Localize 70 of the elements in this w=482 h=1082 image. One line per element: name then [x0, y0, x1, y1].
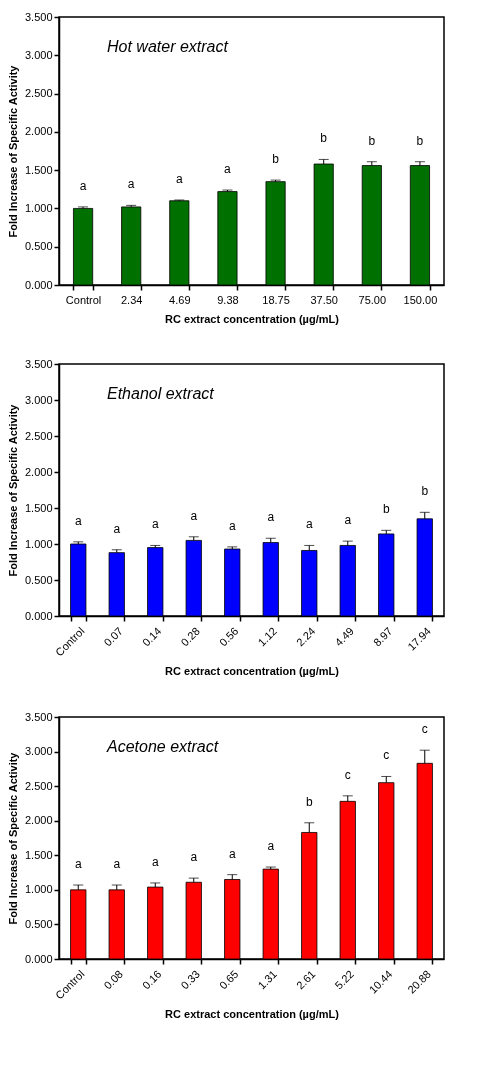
x-axis-title: RC extract concentration (µg/mL) — [165, 312, 340, 325]
data-label: b — [320, 131, 328, 146]
data-label: b — [305, 794, 313, 809]
data-label: b — [416, 133, 424, 148]
data-label: a — [267, 510, 275, 525]
data-label: a — [113, 521, 121, 536]
y-tick-label: 0.500 — [24, 240, 53, 253]
y-tick-label: 3.500 — [24, 10, 53, 23]
data-label: a — [224, 162, 232, 177]
data-label: a — [79, 178, 87, 193]
data-label: a — [151, 854, 159, 869]
y-axis-title: Fold Increase of Specific Activity — [6, 64, 19, 238]
y-tick-label: 3.500 — [24, 357, 53, 370]
data-label: b — [382, 502, 390, 517]
data-label: a — [190, 508, 198, 523]
x-axis-title: RC extract concentration (µg/mL) — [165, 1008, 340, 1021]
y-tick-label: 1.500 — [24, 848, 53, 861]
y-tick-label: 1.000 — [24, 537, 53, 550]
y-tick-label: 3.000 — [24, 745, 53, 758]
y-tick-label: 0.000 — [24, 609, 53, 622]
y-tick-label: 1.000 — [24, 883, 53, 896]
y-tick-label: 3.000 — [24, 48, 53, 61]
data-label: b — [368, 133, 376, 148]
data-label: a — [74, 513, 82, 528]
data-label: c — [383, 748, 390, 763]
data-label: a — [267, 839, 275, 854]
data-label: a — [190, 850, 198, 865]
y-tick-label: 2.000 — [24, 125, 53, 138]
x-tick-label: 75.00 — [358, 293, 387, 306]
data-label: b — [272, 152, 280, 167]
data-label: c — [421, 722, 428, 737]
data-label: a — [228, 846, 236, 861]
x-tick-label: 150.00 — [403, 293, 438, 306]
y-tick-label: 2.500 — [24, 779, 53, 792]
y-tick-label: 0.000 — [24, 952, 53, 965]
y-tick-label: 2.500 — [24, 87, 53, 100]
x-tick-label: 4.69 — [169, 293, 191, 306]
y-tick-label: 1.500 — [24, 163, 53, 176]
data-label: a — [151, 517, 159, 532]
data-label: a — [127, 177, 135, 192]
y-tick-label: 3.500 — [24, 710, 53, 723]
text: Ethanol extract — [107, 385, 215, 402]
data-label: c — [344, 767, 351, 782]
data-label: a — [305, 517, 313, 532]
y-axis-title: Fold Increase of Specific Activity — [6, 403, 19, 577]
y-tick-label: 1.500 — [24, 501, 53, 514]
x-tick-label: 2.34 — [120, 293, 143, 306]
data-label: a — [74, 857, 82, 872]
y-tick-label: 0.000 — [24, 278, 53, 291]
x-tick-label: 37.50 — [310, 293, 338, 306]
x-tick-label: Control — [65, 293, 102, 306]
data-label: a — [228, 518, 236, 533]
y-tick-label: 3.000 — [24, 393, 53, 406]
data-label: b — [421, 484, 429, 499]
y-tick-label: 0.500 — [24, 573, 53, 586]
data-label: a — [344, 513, 352, 528]
y-tick-label: 0.500 — [24, 917, 53, 930]
y-axis-title: Fold Increase of Specific Activity — [6, 751, 19, 925]
y-tick-label: 1.000 — [24, 201, 53, 214]
text: Acetone extract — [106, 738, 219, 755]
data-label: a — [113, 857, 121, 872]
y-tick-label: 2.500 — [24, 429, 53, 442]
x-tick-label: 18.75 — [262, 293, 290, 306]
data-label: a — [175, 172, 183, 187]
text: Hot water extract — [107, 38, 229, 55]
y-tick-label: 2.000 — [24, 465, 53, 478]
y-tick-label: 2.000 — [24, 814, 53, 827]
x-tick-label: 4.49 — [332, 624, 357, 649]
x-axis-title: RC extract concentration (µg/mL) — [165, 665, 340, 678]
x-tick-label: 9.38 — [217, 293, 239, 306]
